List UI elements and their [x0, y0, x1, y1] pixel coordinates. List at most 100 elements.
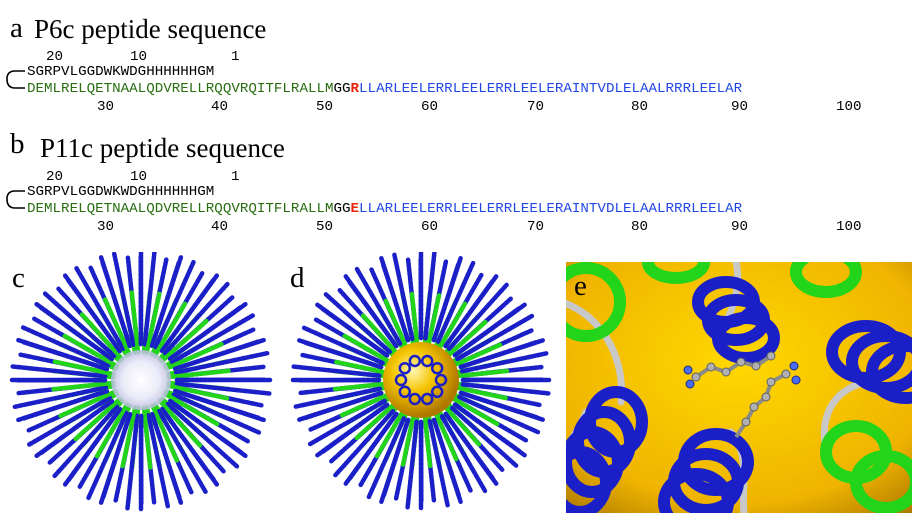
blue-helix [297, 338, 384, 370]
blue-helix [291, 364, 382, 378]
blue-helix [42, 290, 117, 359]
blue-helix [435, 260, 476, 344]
green-helix [432, 408, 460, 463]
green-helix [62, 333, 120, 369]
green-helix [144, 291, 162, 355]
blue-helix [159, 272, 220, 354]
green-helix [448, 394, 500, 427]
blue-helix [11, 385, 109, 410]
blue-helix [167, 398, 249, 459]
blue-helix [174, 381, 273, 396]
green-helix [52, 359, 116, 377]
blue-helix [343, 274, 399, 349]
green-helix [338, 391, 393, 419]
blue-helix [366, 416, 407, 500]
core-helix-ring [430, 361, 444, 375]
seq-a-mutation-residue: R [350, 81, 360, 97]
blue-helix [293, 386, 383, 409]
panel-b-title: P11c peptide sequence [40, 133, 285, 163]
seq-a-bottom-number: 100 [836, 99, 862, 115]
seq-b-top-number: 20 [46, 169, 64, 185]
blue-helix [323, 292, 393, 355]
blue-helix [19, 324, 111, 368]
blue-helix [169, 312, 256, 365]
blue-helix [423, 252, 437, 341]
blue-helix [458, 338, 545, 370]
blue-helix [62, 272, 123, 354]
seq-b-main-line: DEMLRELQETNAALQDVRELLRQQVRQITFLRALLMGGEL… [27, 202, 742, 216]
core-helix-ring [398, 385, 412, 399]
seq-a-top-number: 10 [130, 49, 148, 65]
panel-e-closeup-render [566, 262, 912, 513]
green-helix [129, 290, 141, 355]
seq-b-bottom-number: 90 [731, 219, 749, 235]
blue-helix [172, 388, 267, 423]
blue-helix [449, 405, 519, 468]
blue-helix [62, 406, 123, 488]
green-helix [162, 391, 220, 427]
panel-d-label: d [290, 262, 305, 294]
blue-helix [172, 337, 267, 372]
blue-helix [452, 302, 527, 358]
green-helix [51, 380, 116, 392]
blue-helix [457, 394, 541, 435]
panel-c-nanoparticle-render [8, 252, 274, 513]
blue-helix [459, 351, 549, 374]
blue-helix [297, 390, 384, 422]
seq-b-top-number: 10 [130, 169, 148, 185]
green-helix [435, 301, 468, 353]
blue-helix [343, 411, 399, 486]
blue-helix [15, 388, 110, 423]
blue-helix [379, 256, 411, 343]
blue-helix [315, 402, 390, 458]
seq-a-bottom-number: 50 [316, 99, 334, 115]
green-helix [152, 301, 188, 359]
green-helix [332, 359, 390, 376]
panel-e-label: e [574, 270, 587, 302]
blue-helix [458, 390, 545, 422]
green-helix [425, 291, 442, 349]
seq-b-bottom-number: 30 [97, 219, 115, 235]
green-helix [79, 312, 125, 362]
green-helix [157, 398, 203, 448]
core-helix-ring [398, 361, 412, 375]
green-helix [120, 405, 138, 469]
green-helix [409, 290, 420, 349]
seq-b-bottom-number: 80 [631, 219, 649, 235]
core-helix-ring [394, 373, 408, 387]
green-helix [452, 368, 511, 379]
green-helix [141, 405, 153, 470]
seq-b-mutation-residue: E [350, 201, 360, 217]
green-helix [359, 312, 401, 357]
seq-a-green-segment: DEMLRELQETNAALQDVRELLRQQVRQITFLRALLM [27, 81, 334, 97]
blue-helix [98, 254, 133, 349]
blue-helix [307, 398, 387, 447]
seq-a-blue-segment: LLARLEELERRLEELERRLEELERAINTVDLELAALRRRL… [359, 81, 743, 97]
blue-helix [26, 395, 113, 448]
seq-a-top-number: 1 [231, 49, 240, 65]
green-helix [159, 318, 209, 364]
green-helix [382, 297, 410, 352]
panel-c-label: c [12, 262, 25, 294]
green-helix [102, 297, 132, 357]
green-helix [58, 389, 118, 419]
blue-helix [162, 281, 231, 356]
seq-b-green-segment: DEMLRELQETNAALQDVRELLRQQVRQITFLRALLM [27, 201, 334, 217]
core-helix-ring [420, 392, 434, 406]
seq-a-bottom-number: 60 [421, 99, 439, 115]
blue-helix [431, 417, 463, 504]
blue-helix [431, 256, 463, 343]
green-helix [94, 401, 130, 459]
green-helix [400, 411, 417, 469]
core-helix-ring [420, 354, 434, 368]
blue-helix [98, 411, 133, 506]
seq-a-bottom-number: 30 [97, 99, 115, 115]
seq-b-bottom-number: 50 [316, 219, 334, 235]
blue-helix [153, 258, 197, 350]
green-helix [73, 396, 123, 442]
core-helix-ring [434, 373, 448, 387]
blue-helix [73, 265, 126, 352]
green-helix [342, 333, 394, 366]
blue-helix [9, 364, 108, 379]
blue-helix [171, 392, 263, 436]
